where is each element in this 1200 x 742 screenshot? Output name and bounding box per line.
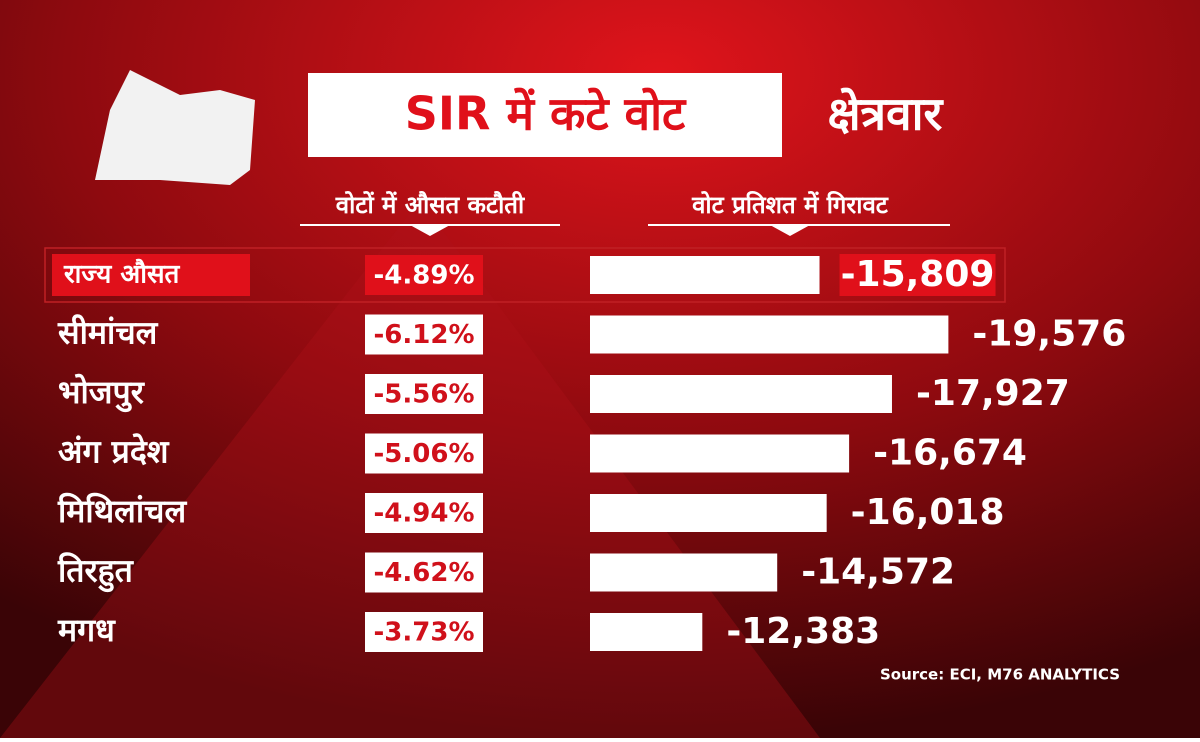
header-arrow	[410, 225, 450, 236]
category-label: सीमांचल	[57, 314, 159, 352]
value-label-box	[839, 254, 996, 296]
category-label: अंग प्रदेश	[58, 433, 170, 471]
value-label: -19,576	[972, 314, 1126, 355]
value-label: -16,018	[851, 492, 1005, 533]
rows: राज्य औसत -4.89% -15,809 सीमांचल -6.12% -19,5…	[52, 254, 1126, 652]
bar	[590, 315, 949, 354]
bar	[590, 434, 850, 473]
highlight-row	[44, 247, 1006, 303]
value-label: -15,809	[841, 254, 995, 295]
category-box	[52, 254, 250, 296]
header-arrow	[770, 225, 810, 236]
percent-label: -4.62%	[374, 558, 475, 588]
percent-box	[365, 314, 483, 355]
percent-box	[365, 493, 483, 533]
percent-label: -4.94%	[374, 499, 475, 529]
value-label: -12,383	[726, 611, 880, 652]
percent-label: -3.73%	[374, 618, 475, 648]
column-header: वोटों में औसत कटौती	[335, 191, 525, 219]
category-label: भोजपुर	[58, 373, 146, 413]
category-label: मिथिलांचल	[57, 492, 187, 530]
percent-box	[365, 374, 483, 414]
category-label: राज्य औसत	[63, 259, 181, 290]
percent-box	[365, 255, 483, 295]
title: SIR में कटे वोट	[405, 87, 687, 141]
bar	[590, 613, 703, 651]
percent-box	[365, 552, 483, 593]
category-label: तिरहुत	[57, 552, 135, 593]
category-label: मगध	[57, 611, 116, 649]
percent-label: -4.89%	[374, 261, 475, 291]
bar	[590, 375, 892, 413]
percent-label: -5.56%	[374, 380, 475, 410]
percent-box	[365, 612, 483, 652]
value-label: -14,572	[801, 552, 955, 593]
value-label: -16,674	[873, 433, 1027, 474]
bar	[590, 256, 820, 294]
percent-label: -5.06%	[374, 439, 475, 469]
bar	[590, 553, 778, 592]
subtitle: क्षेत्रवार	[828, 87, 945, 141]
percent-label: -6.12%	[374, 320, 475, 350]
column-header: वोट प्रतिशत में गिरावट	[691, 191, 889, 219]
bar	[590, 494, 827, 532]
percent-box	[365, 433, 483, 474]
value-label: -17,927	[916, 373, 1070, 414]
map-icon	[95, 70, 255, 185]
title-box	[308, 73, 782, 157]
source: Source: ECI, M76 ANALYTICS	[880, 666, 1120, 684]
